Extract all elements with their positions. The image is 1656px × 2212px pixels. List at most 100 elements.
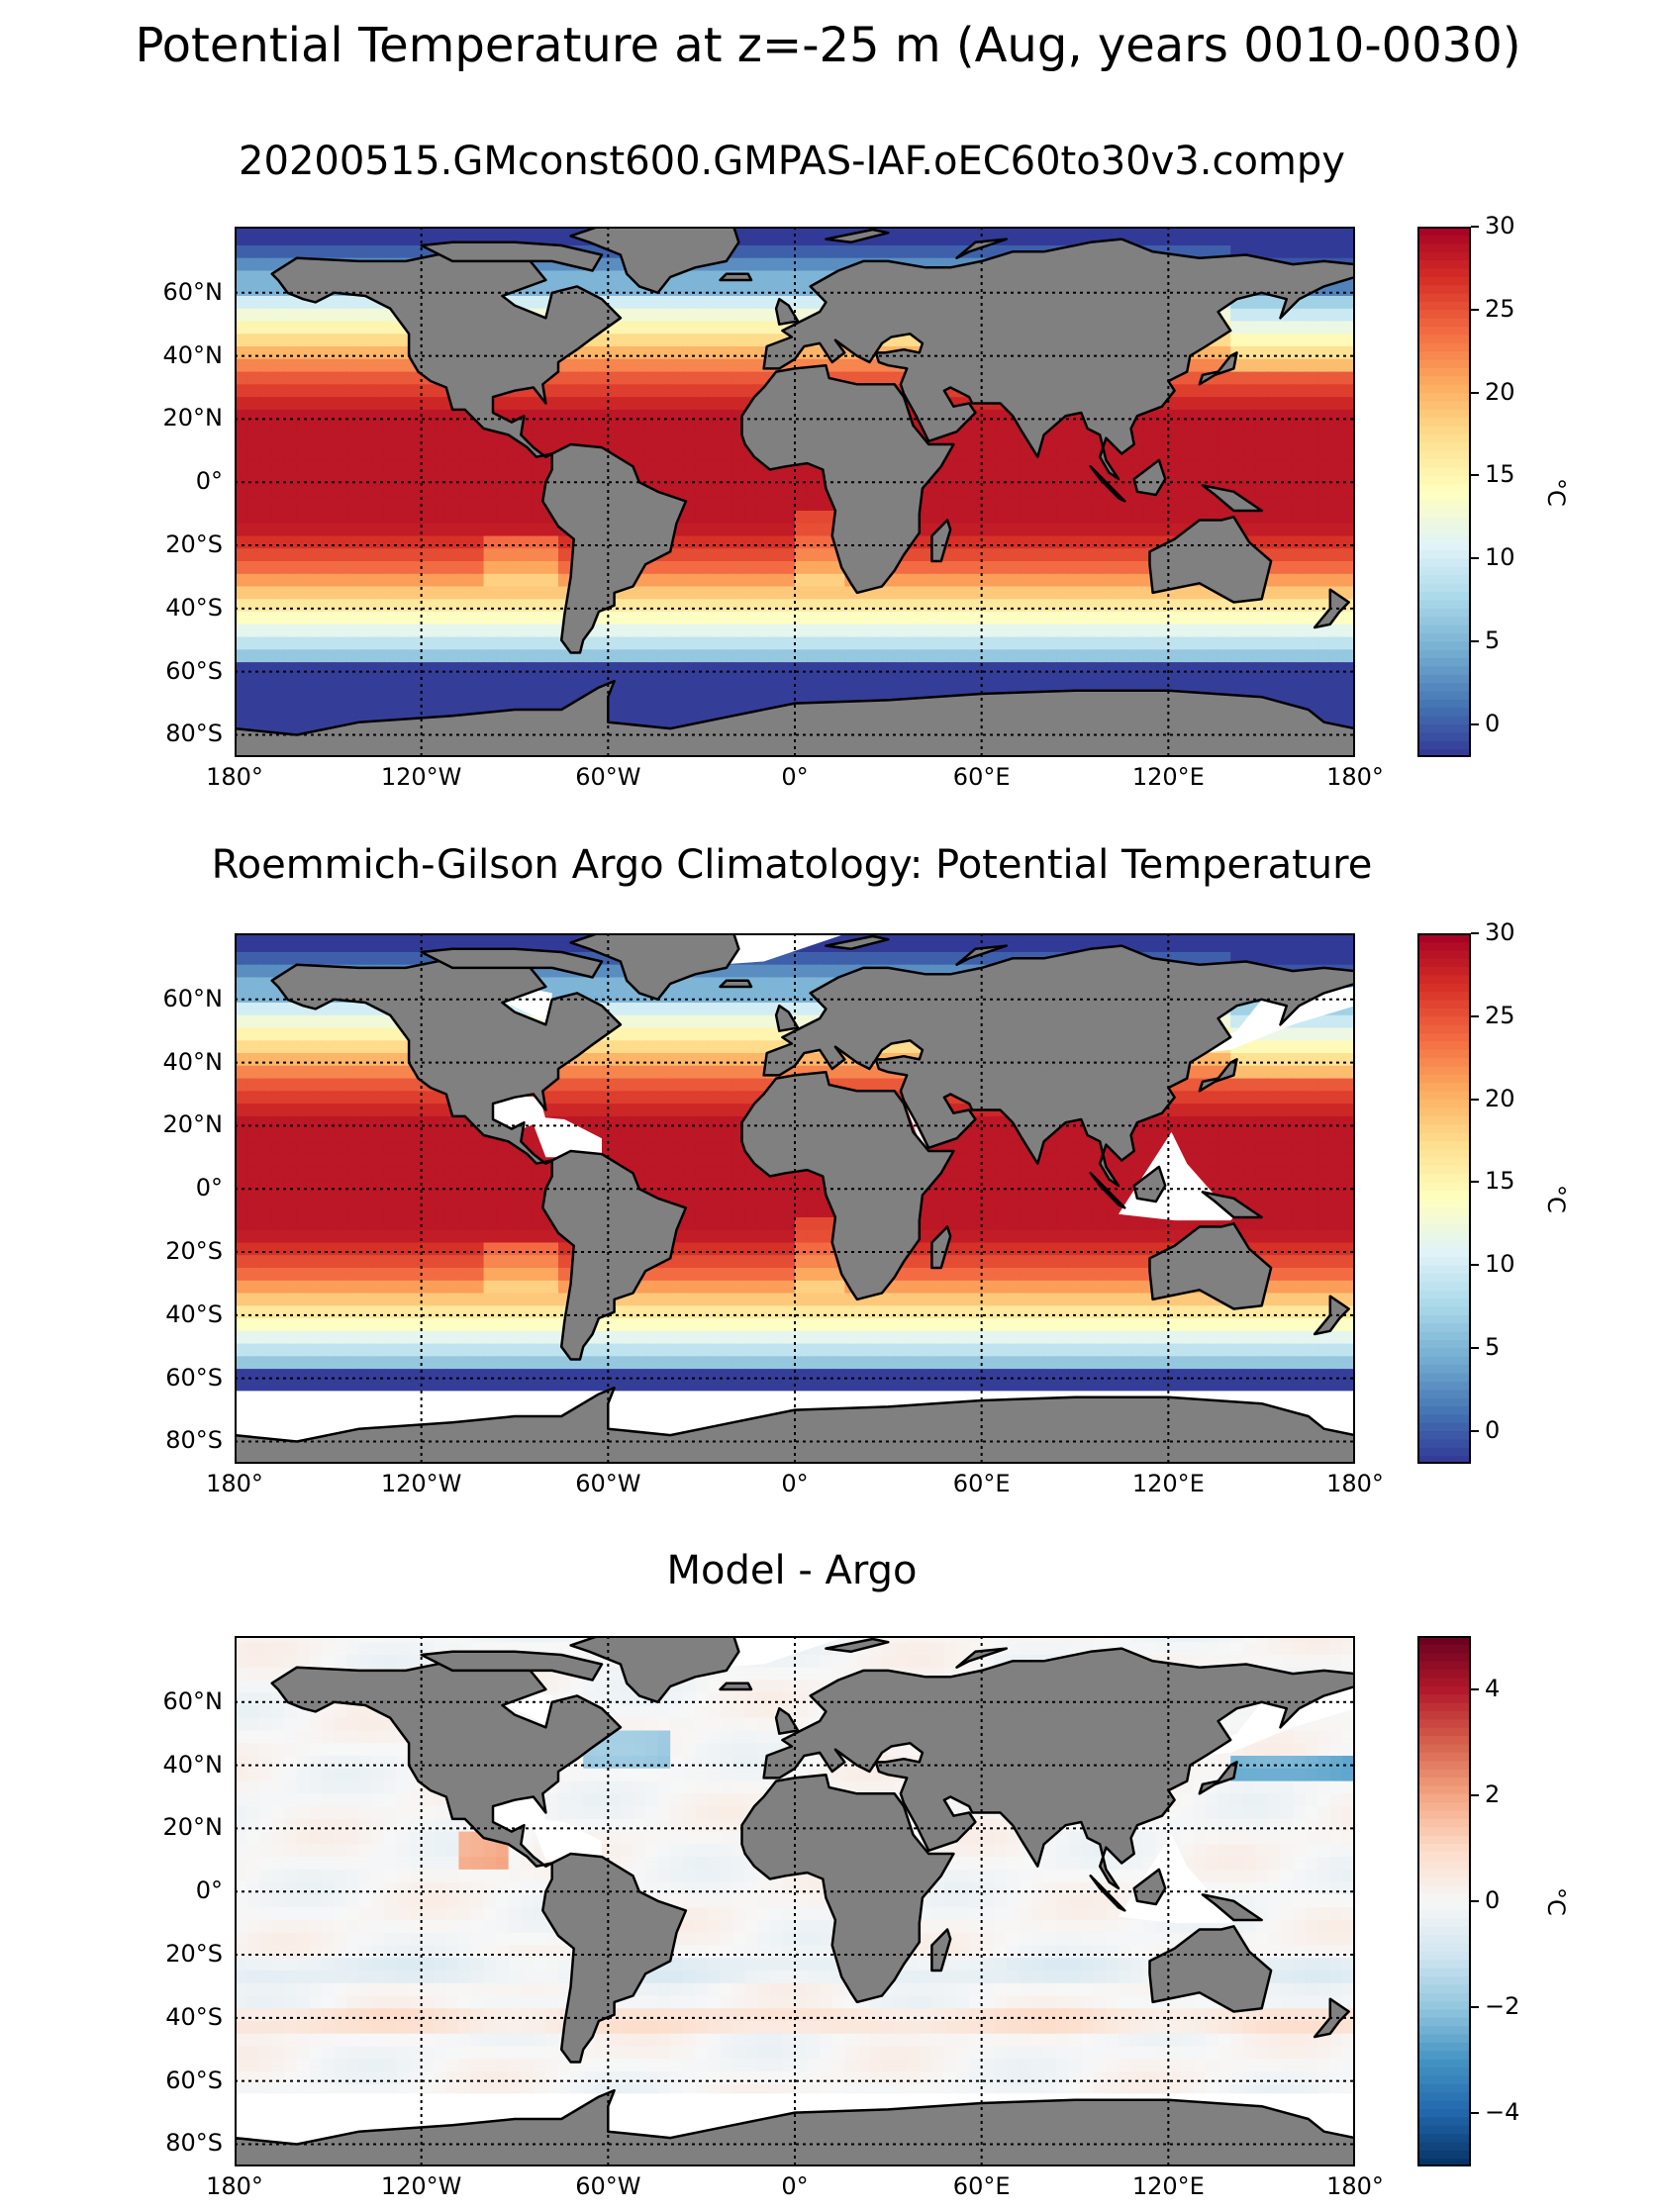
colorbar-tick-label: −4 <box>1485 2098 1520 2127</box>
land-mass <box>1132 1165 1167 1203</box>
longitude-label: 120°E <box>1131 2172 1205 2200</box>
land-mass <box>1132 1868 1167 1906</box>
land-mass <box>1148 516 1273 604</box>
colorbar-tick-mark <box>1471 1346 1479 1349</box>
land-mass <box>762 944 1355 1188</box>
map-frame <box>235 933 1355 1464</box>
land-mass <box>1198 1058 1238 1093</box>
land-mass <box>541 1852 688 2064</box>
colorbar-tick-mark <box>1471 1687 1479 1690</box>
land-mass <box>825 1637 890 1654</box>
land-mass <box>719 979 753 989</box>
land-mass <box>825 934 890 951</box>
colorbar-tick-mark <box>1471 1014 1479 1017</box>
colorbar-tick-mark <box>1471 2112 1479 2115</box>
longitude-label: 60°W <box>575 1470 641 1497</box>
colorbar-tick-label: 30 <box>1485 212 1515 240</box>
colorbar-tick-mark <box>1471 1181 1479 1184</box>
longitude-label: 60°W <box>575 2172 641 2200</box>
colorbar-tick-label: 15 <box>1485 460 1515 489</box>
land-mass <box>569 227 740 295</box>
longitude-label: 120°E <box>1131 763 1205 791</box>
longitude-label: 120°W <box>380 763 462 791</box>
colorbar-tick-mark <box>1471 1264 1479 1266</box>
colorbar-unit-label: °C <box>1542 1887 1570 1916</box>
longitude-label: 0° <box>781 763 809 791</box>
land-mass <box>930 1225 952 1270</box>
colorbar-tick-mark <box>1471 1900 1479 1902</box>
latitude-label: 60°N <box>162 277 224 306</box>
latitude-label: 0° <box>195 467 223 496</box>
latitude-label: 40°S <box>165 593 223 622</box>
colorbar-tick-label: 0 <box>1485 709 1501 737</box>
longitude-label: 180° <box>206 1470 263 1497</box>
colorbar-tick-label: 30 <box>1485 918 1515 946</box>
latitude-label: 40°N <box>162 340 224 369</box>
land-mass <box>420 947 604 979</box>
panel-title-observation: Roemmich-Gilson Argo Climatology: Potent… <box>211 842 1373 888</box>
longitude-label: 60°E <box>952 1470 1011 1497</box>
colorbar-tick-label: 4 <box>1485 1674 1501 1702</box>
no-data-region <box>1168 1689 1355 1760</box>
map-frame <box>235 1636 1355 2166</box>
colorbar-tick-label: 25 <box>1485 294 1515 323</box>
no-data-region <box>904 1100 929 1151</box>
latitude-label: 40°N <box>162 1047 224 1076</box>
colorbar-tick-label: 15 <box>1485 1167 1515 1196</box>
land-mass <box>1198 1761 1238 1795</box>
colorbar-tick-mark <box>1471 474 1479 477</box>
latitude-label: 20°N <box>162 1813 224 1842</box>
land-mass <box>930 1928 952 1972</box>
land-mass <box>774 1706 800 1735</box>
latitude-label: 20°S <box>165 530 223 559</box>
land-mass <box>1089 465 1126 503</box>
latitude-label: 80°S <box>165 720 223 748</box>
colorbar-tick-mark <box>1471 226 1479 228</box>
land-mass <box>719 272 753 282</box>
land-mass <box>420 1650 604 1682</box>
longitude-label: 180° <box>1326 2172 1384 2200</box>
no-data-region <box>489 1094 546 1132</box>
colorbar-tick-label: −2 <box>1485 1992 1520 2021</box>
land-mass <box>774 1004 800 1032</box>
colorbar-unit-label: °C <box>1542 478 1570 507</box>
panel-title-difference: Model - Argo <box>666 1548 918 1593</box>
latitude-label: 40°S <box>165 2002 223 2031</box>
colorbar-tick-label: 5 <box>1485 625 1501 654</box>
colorbar-tick-label: 25 <box>1485 1001 1515 1029</box>
land-mass <box>1132 458 1167 497</box>
longitude-label: 180° <box>1326 763 1384 791</box>
colorbar-tick-mark <box>1471 932 1479 934</box>
latitude-label: 0° <box>195 1174 223 1202</box>
colorbar-unit-label: °C <box>1542 1185 1570 1213</box>
latitude-label: 60°S <box>165 2066 223 2094</box>
longitude-label: 60°E <box>952 763 1011 791</box>
longitude-label: 60°W <box>575 763 641 791</box>
colorbar-tick-label: 0 <box>1485 1415 1501 1444</box>
map-observation <box>235 933 1355 1464</box>
colorbar-tick-label: 2 <box>1485 1779 1501 1808</box>
longitude-label: 120°W <box>380 2172 462 2200</box>
land-mass <box>569 1636 740 1704</box>
map-frame <box>235 227 1355 757</box>
colorbar-difference <box>1417 1636 1471 2166</box>
land-mass <box>1089 1875 1126 1912</box>
colorbar-tick-label: 10 <box>1485 543 1515 571</box>
land-mass <box>930 519 952 563</box>
longitude-label: 180° <box>1326 1470 1384 1497</box>
map-difference <box>235 1636 1355 2166</box>
colorbar-tick-mark <box>1471 557 1479 559</box>
colorbar-tick-mark <box>1471 2006 1479 2009</box>
colorbar-tick-mark <box>1471 639 1479 642</box>
land-mass <box>1148 1222 1273 1310</box>
land-mass <box>719 1682 753 1691</box>
land-mass <box>1089 1172 1126 1209</box>
colorbar-tick-label: 20 <box>1485 1084 1515 1112</box>
colorbar-tick-mark <box>1471 1793 1479 1796</box>
land-mass <box>270 1660 623 1868</box>
colorbar-tick-label: 0 <box>1485 1886 1501 1914</box>
latitude-label: 60°N <box>162 984 224 1012</box>
land-mass <box>1148 1925 1273 2013</box>
land-mass <box>1198 351 1238 386</box>
latitude-label: 20°N <box>162 404 224 433</box>
